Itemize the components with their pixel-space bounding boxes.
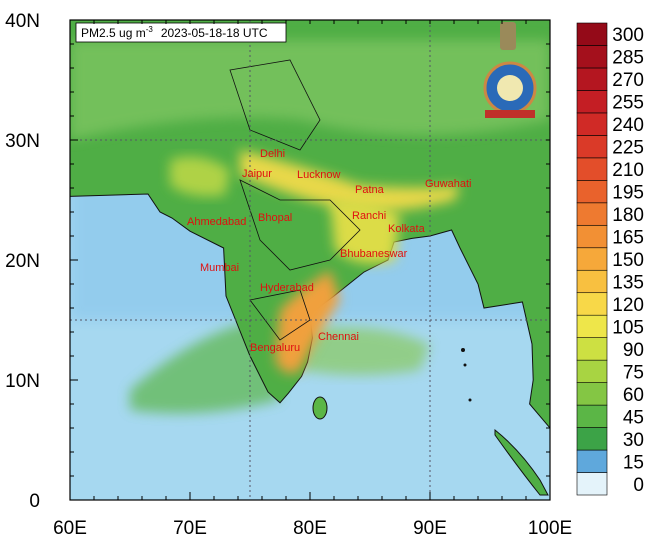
colorbar-box [576, 292, 608, 316]
y-tick-label: 0 [29, 491, 40, 512]
colorbar-label: 210 [612, 160, 644, 181]
colorbar-label: 75 [623, 362, 644, 383]
city-label: Bhopal [258, 212, 292, 224]
city-label: Delhi [260, 148, 285, 160]
city-label: Bhubaneswar [340, 248, 408, 260]
colorbar-label: 285 [612, 48, 644, 69]
city-label: Patna [355, 184, 385, 196]
city-label: Lucknow [297, 169, 340, 181]
city-label: Hyderabad [260, 282, 314, 294]
colorbar-box [576, 67, 608, 91]
city-label: Kolkata [388, 223, 426, 235]
colorbar-label: 135 [612, 272, 644, 293]
colorbar-box [576, 427, 608, 451]
title-text: PM2.5 ug m [81, 26, 146, 40]
colorbar-label: 300 [612, 25, 644, 46]
colorbar-box [576, 337, 608, 361]
colorbar-box [576, 314, 608, 338]
city-label: Guwahati [425, 178, 471, 190]
colorbar-label: 105 [612, 317, 644, 338]
city-label: Ranchi [352, 210, 386, 222]
x-tick-label: 60E [53, 518, 87, 539]
colorbar-label: 270 [612, 70, 644, 91]
city-label: Jaipur [242, 168, 272, 180]
colorbar-box [576, 359, 608, 383]
y-tick-label: 40N [5, 11, 40, 32]
title-unit-sup: -3 [146, 25, 154, 34]
colorbar-label: 60 [623, 385, 644, 406]
x-tick-label: 80E [293, 518, 327, 539]
pm25-field [70, 20, 550, 500]
colorbar-box [576, 22, 608, 46]
x-tick-label: 70E [173, 518, 207, 539]
title-box [75, 22, 287, 43]
colorbar-box [576, 382, 608, 406]
map-title: PM2.5 ug m-3 2023-05-18-18 UTC [81, 25, 268, 40]
city-label: Chennai [318, 331, 359, 343]
x-tick-label: 100E [528, 518, 572, 539]
x-tick-label: 90E [413, 518, 447, 539]
colorbar-label: 0 [633, 475, 644, 496]
colorbar: 0153045607590105120135150165180195210225… [576, 22, 644, 496]
colorbar-label: 255 [612, 93, 644, 114]
colorbar-box [576, 202, 608, 226]
colorbar-label: 195 [612, 183, 644, 204]
city-label: Ahmedabad [187, 216, 246, 228]
colorbar-box [576, 135, 608, 159]
colorbar-box [576, 90, 608, 114]
colorbar-box [576, 404, 608, 428]
colorbar-box [576, 224, 608, 249]
colorbar-label: 165 [612, 228, 644, 249]
y-tick-label: 30N [5, 131, 40, 152]
title-time: 2023-05-18-18 UTC [161, 26, 268, 40]
colorbar-label: 15 [623, 452, 644, 473]
colorbar-label: 90 [623, 340, 644, 361]
colorbar-label: 120 [612, 295, 644, 316]
y-tick-label: 20N [5, 251, 40, 272]
colorbar-label: 225 [612, 138, 644, 159]
city-label: Bengaluru [250, 342, 300, 354]
city-label: Mumbai [200, 262, 239, 274]
colorbar-label: 150 [612, 250, 644, 271]
colorbar-box [576, 472, 608, 496]
colorbar-label: 240 [612, 115, 644, 136]
colorbar-label: 30 [623, 430, 644, 451]
colorbar-box [576, 180, 608, 204]
colorbar-box [576, 247, 608, 271]
colorbar-label: 45 [623, 407, 644, 428]
colorbar-label: 180 [612, 205, 644, 226]
y-tick-label: 10N [5, 371, 40, 392]
colorbar-box [576, 45, 608, 69]
colorbar-box [576, 157, 608, 181]
logo [483, 22, 537, 118]
colorbar-box [576, 269, 608, 294]
colorbar-box [576, 112, 608, 136]
colorbar-box [576, 449, 608, 473]
